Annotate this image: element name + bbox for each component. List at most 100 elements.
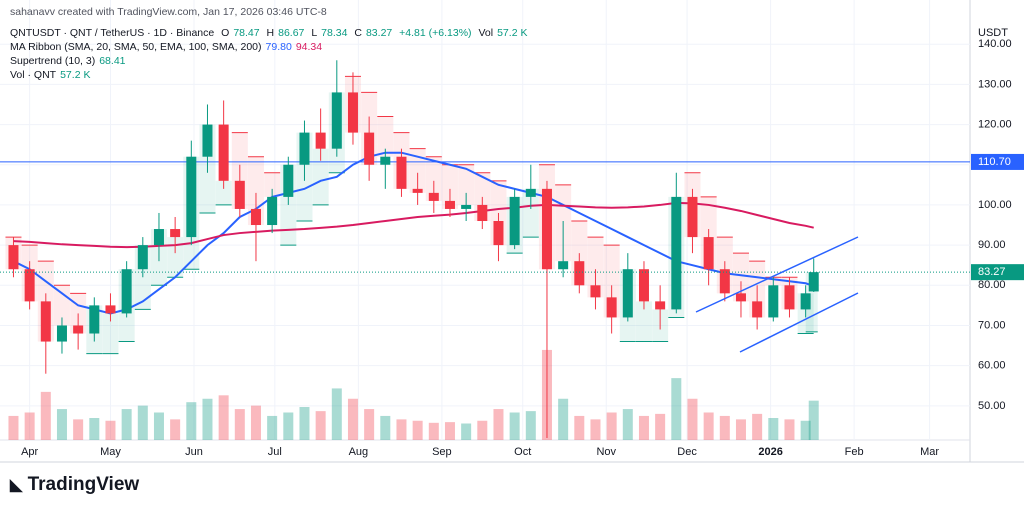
brand-logo: ◣ TradingView: [10, 474, 139, 496]
ma-line: [13, 151, 815, 315]
candle-body: [170, 229, 181, 238]
volume-bar: [735, 419, 746, 440]
y-tick-label: 90.00: [978, 239, 1006, 251]
candle-body: [719, 269, 730, 294]
candle-body: [703, 237, 714, 270]
candle-body: [638, 269, 649, 302]
volume-bar: [364, 409, 375, 440]
channel-line: [695, 236, 859, 313]
candle-body: [24, 269, 35, 302]
volume-bar: [477, 420, 488, 440]
candle-body: [590, 285, 601, 298]
candle-body: [186, 156, 197, 238]
candle-body: [331, 92, 342, 149]
volume-bar: [234, 409, 245, 440]
y-tick-label: 50.00: [978, 400, 1006, 412]
candle-body: [808, 272, 819, 292]
candle-body: [525, 188, 536, 197]
volume-bar: [752, 413, 763, 440]
candle-body: [315, 132, 326, 149]
volume-bar: [380, 415, 391, 440]
y-tick-label: 70.00: [978, 319, 1006, 331]
supertrend-fill: [102, 313, 119, 354]
candle-body: [105, 305, 116, 314]
ma-title: MA Ribbon (SMA, 20, SMA, 50, EMA, 100, S…: [10, 41, 262, 53]
volume-bar: [218, 395, 229, 440]
candle-body: [687, 196, 698, 238]
candle-body: [364, 132, 375, 165]
volume-bar: [170, 419, 181, 440]
candle-body: [574, 261, 585, 286]
volume-bar: [808, 400, 819, 440]
ohlc-value: 86.67: [278, 27, 305, 39]
candle-body: [299, 132, 310, 165]
supertrend-fill: [409, 148, 426, 193]
candle-body: [493, 221, 504, 246]
volume-bar: [768, 418, 779, 440]
volume-bar: [299, 407, 310, 440]
volume-bar: [412, 420, 423, 440]
ohlc-value: 78.47: [233, 27, 260, 39]
volume-bar: [250, 405, 261, 440]
x-tick-label: Jul: [268, 446, 282, 458]
ohlc-label: L: [311, 27, 318, 39]
volume-bar: [687, 398, 698, 440]
volume-bar: [574, 415, 585, 440]
candle-body: [444, 200, 455, 209]
supertrend-fill: [167, 237, 184, 278]
ohlc-label: O: [221, 27, 230, 39]
y-axis-label: USDT: [978, 27, 1008, 39]
volume-bar: [267, 415, 278, 440]
y-tick-label: 60.00: [978, 360, 1006, 372]
volume-bar: [800, 420, 811, 440]
x-tick-label: Apr: [21, 446, 38, 458]
candle-body: [234, 180, 245, 209]
volume-bar: [331, 388, 342, 440]
volume-bar: [525, 411, 536, 440]
candle-body: [768, 285, 779, 318]
volume-bar: [283, 412, 294, 440]
volume-value: 57.2 K: [60, 69, 91, 81]
candle-body: [283, 164, 294, 197]
supertrend-fill: [441, 164, 458, 209]
volume-bar: [186, 402, 197, 440]
candle-body: [541, 188, 552, 270]
supertrend-fill: [635, 301, 652, 342]
vol-label: Vol: [478, 27, 494, 39]
y-tick-label: 80.00: [978, 279, 1006, 291]
candle-body: [606, 297, 617, 318]
volume-bar: [590, 419, 601, 440]
supertrend-fill: [522, 188, 539, 238]
candle-body: [121, 269, 132, 314]
volume-title: Vol · QNT: [10, 69, 57, 81]
x-tick-label: Mar: [920, 446, 939, 458]
candle-body: [752, 301, 763, 318]
supertrend-fill: [312, 148, 329, 205]
candle-body: [396, 156, 407, 189]
volume-bar: [347, 398, 358, 440]
x-tick-label: May: [100, 446, 121, 458]
volume-bar: [73, 419, 84, 440]
candle-body: [250, 208, 261, 226]
volume-bar: [89, 418, 100, 440]
candle-body: [8, 245, 19, 270]
candle-body: [412, 188, 423, 193]
x-tick-label: Feb: [845, 446, 864, 458]
supertrend-fill: [377, 116, 394, 157]
x-tick-label: Oct: [514, 446, 531, 458]
supertrend-fill: [247, 156, 264, 226]
volume-bar: [655, 413, 666, 440]
candle-body: [267, 196, 278, 226]
volume-bar: [428, 422, 439, 440]
volume-bar: [558, 398, 569, 440]
volume-bar: [606, 412, 617, 440]
channel-line: [739, 292, 859, 353]
candle-body: [784, 285, 795, 310]
candle-body: [153, 229, 164, 246]
supertrend-legend: Supertrend (10, 3) 68.41: [10, 55, 130, 67]
candle-body: [218, 124, 229, 181]
supertrend-fill: [458, 164, 475, 205]
ohlc-value: 83.27: [365, 27, 393, 39]
candle-body: [558, 261, 569, 270]
